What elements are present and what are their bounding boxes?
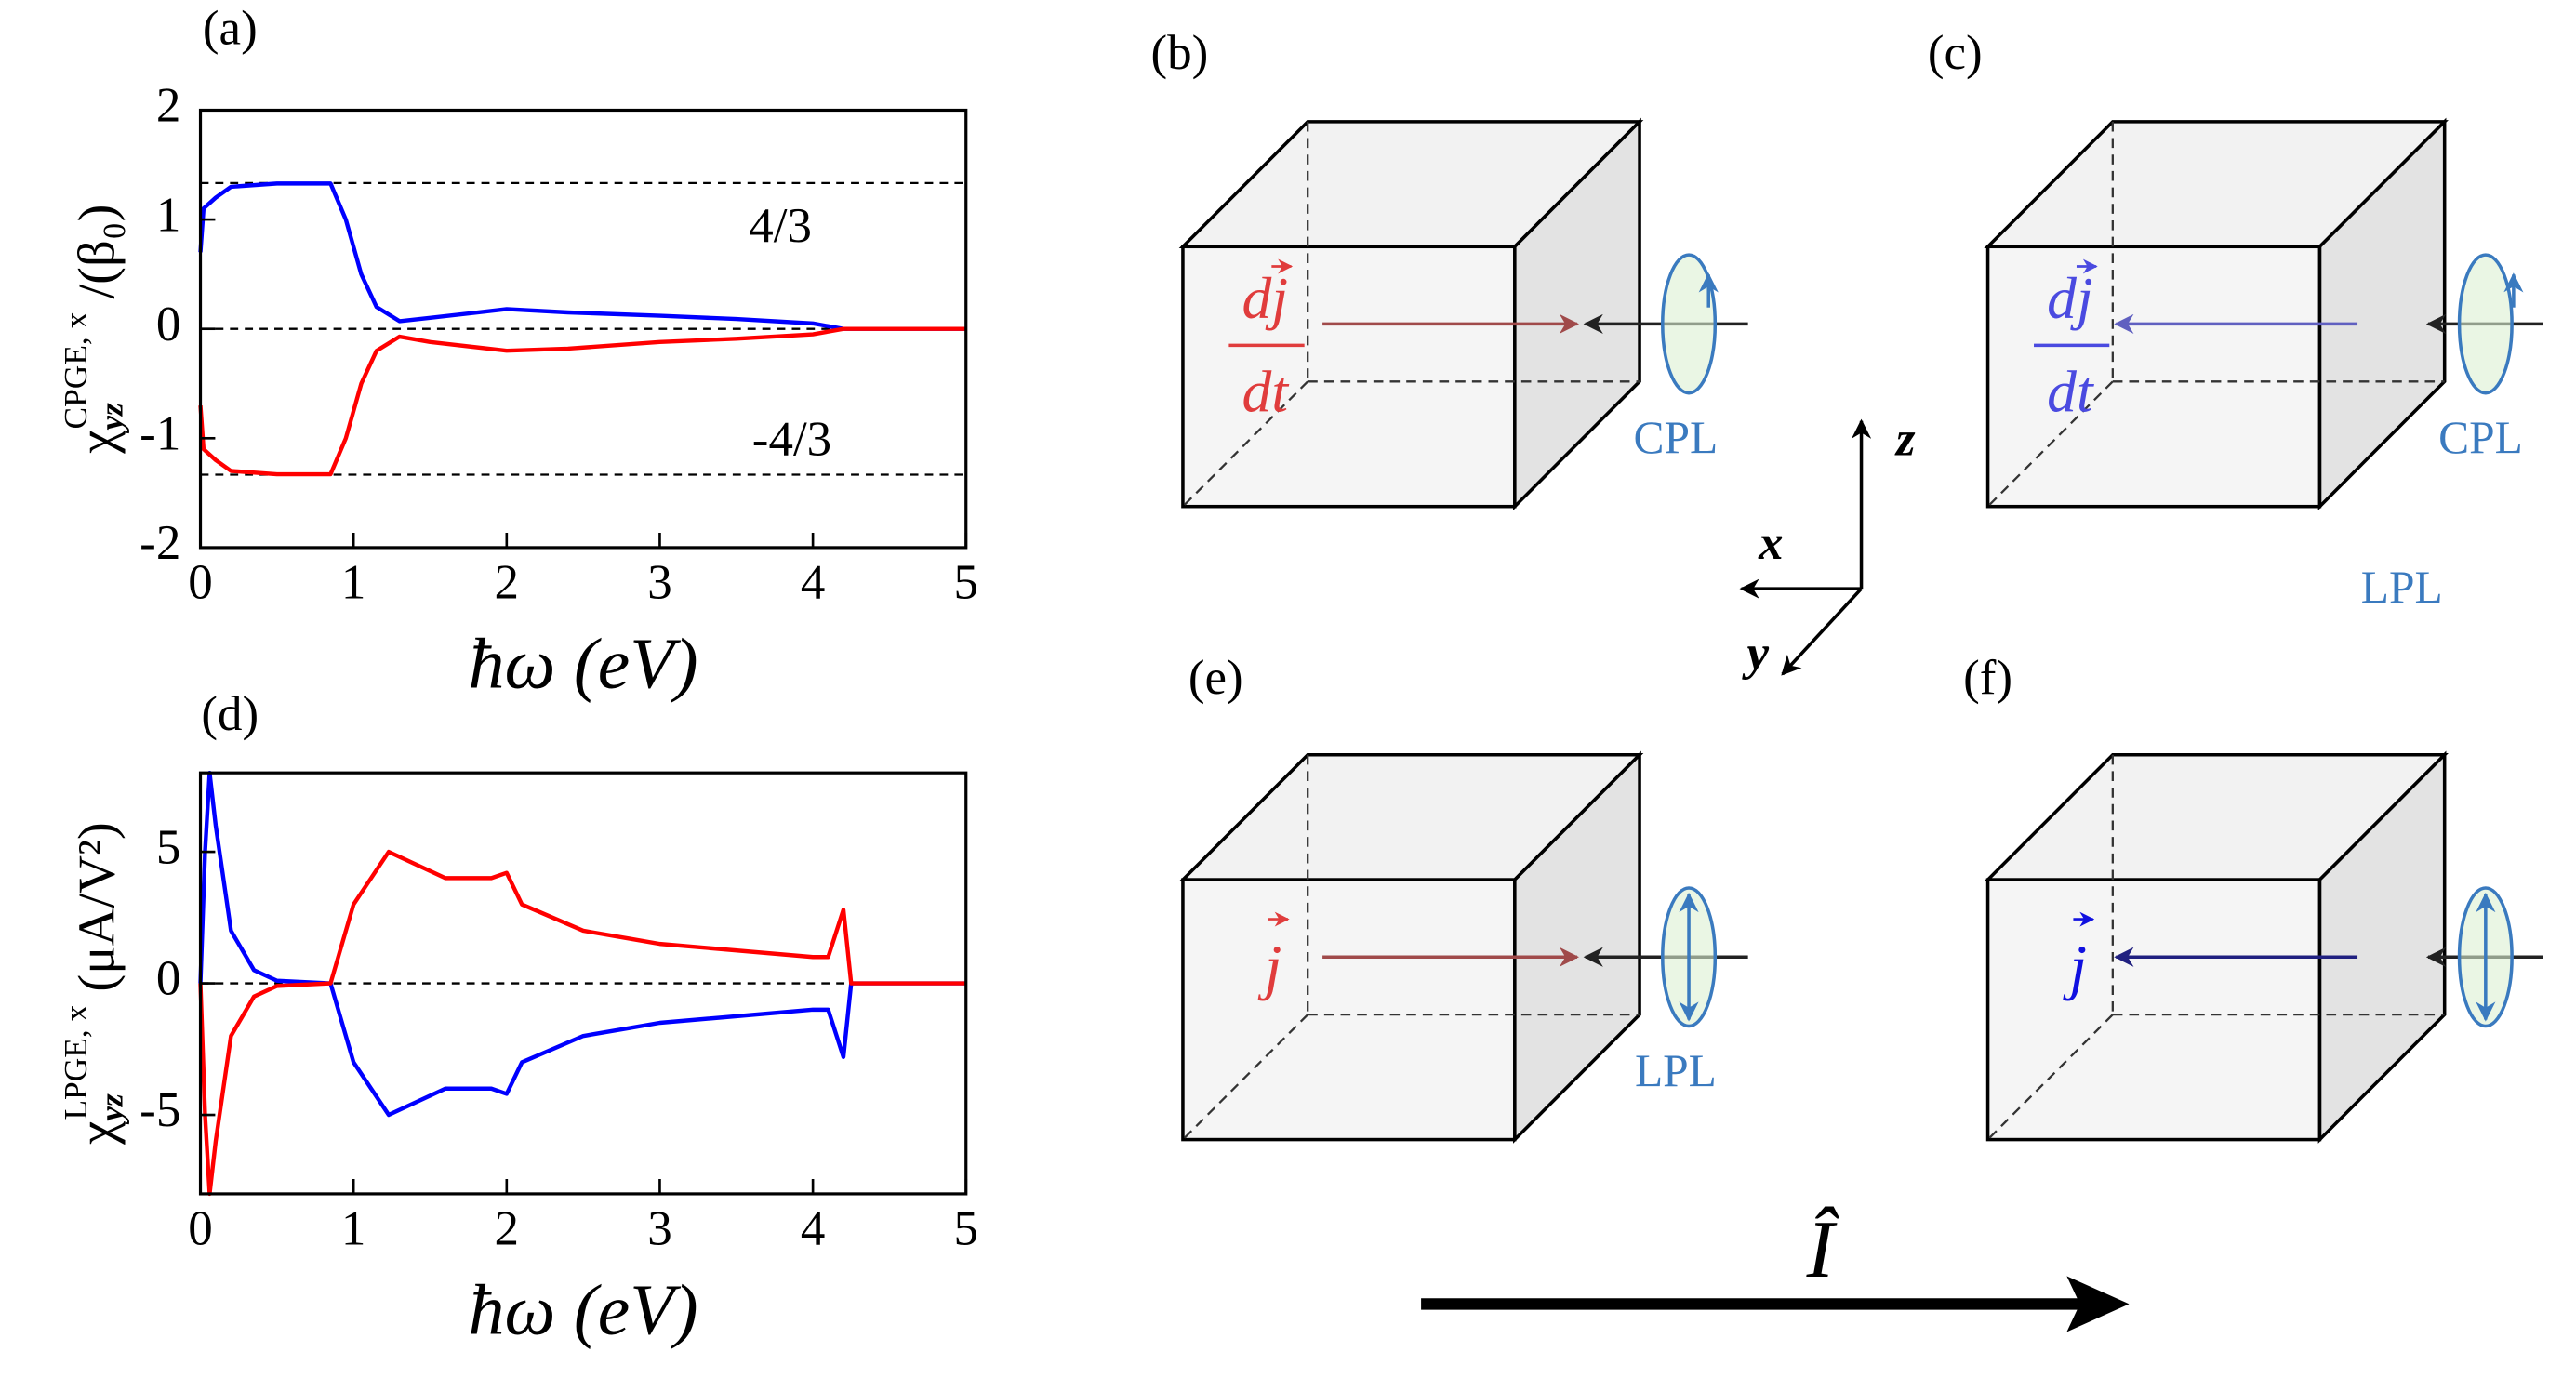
axis-y-label: y (1741, 627, 1769, 681)
x-tick-label: 0 (188, 556, 213, 610)
y-axis-label: χyzLPGE, x (μA/V²) (57, 822, 130, 1146)
y-axis-label: χyzCPGE, x /(β₀) (57, 205, 130, 455)
series-line (198, 326, 966, 477)
panel-label: (f) (1963, 651, 2012, 705)
current-symbol-den: dt (2047, 359, 2094, 425)
y-label-sub: yz (93, 403, 130, 434)
cube-front (1181, 245, 1517, 509)
axis-y (1781, 587, 1863, 676)
x-tick-label: 2 (495, 1202, 520, 1256)
light-label: CPL (2438, 412, 2523, 463)
cube-front (1985, 245, 2322, 509)
x-axis-label: ħω (eV) (469, 1269, 698, 1349)
x-tick-label: 4 (801, 1202, 826, 1256)
y-tick-label: 0 (156, 298, 181, 351)
series-line (198, 181, 966, 331)
x-tick-label: 5 (953, 556, 978, 610)
annotation: 4/3 (749, 199, 812, 253)
y-tick-label: -1 (139, 406, 180, 460)
series-line (198, 849, 966, 1197)
hidden-edge (1986, 1014, 2114, 1141)
y-tick-label: -2 (139, 516, 180, 570)
panel-label: (c) (1928, 26, 1983, 80)
current-direction-head (2066, 1276, 2130, 1332)
y-label-unit: (μA/V²) (69, 822, 126, 1005)
y-tick-label: 5 (156, 820, 181, 874)
y-label-sup: CPGE, x (57, 311, 94, 429)
x-tick-label: 3 (647, 556, 672, 610)
extra-label: LPL (2361, 562, 2443, 613)
panel-label: (d) (201, 687, 259, 741)
hidden-edge (1182, 1014, 1309, 1141)
axis-z-label: z (1894, 413, 1916, 467)
panel-label: (b) (1151, 26, 1209, 80)
x-tick-label: 2 (495, 556, 520, 610)
light-label: CPL (1634, 412, 1719, 463)
axis-x-label: x (1758, 516, 1784, 570)
y-tick-label: 1 (156, 188, 181, 242)
x-tick-label: 1 (341, 556, 366, 610)
current-symbol-num: dj (1242, 265, 1288, 331)
hidden-edge (1986, 380, 2114, 508)
y-label-unit: /(β₀) (69, 205, 126, 312)
x-axis-label: ħω (eV) (469, 623, 698, 703)
y-label-sup: LPGE, x (57, 1004, 94, 1120)
current-operator: Î (1806, 1204, 1839, 1295)
x-tick-label: 1 (341, 1202, 366, 1256)
x-tick-label: 5 (953, 1202, 978, 1256)
cube-front (1985, 878, 2322, 1142)
panel-label: (a) (203, 2, 258, 56)
x-tick-label: 0 (188, 1202, 213, 1256)
cube-front (1181, 878, 1517, 1142)
light-label: LPL (1635, 1045, 1717, 1096)
current-symbol-den: dt (1242, 359, 1290, 425)
polarization (2457, 253, 2514, 395)
x-tick-label: 3 (647, 1202, 672, 1256)
annotation: -4/3 (752, 413, 831, 467)
y-tick-label: 0 (156, 952, 181, 1006)
current-symbol-num: dj (2047, 265, 2092, 331)
y-label-symbol: χ (69, 1121, 126, 1146)
y-tick-label: -5 (139, 1083, 180, 1137)
panel-label: (e) (1188, 651, 1243, 705)
y-label-symbol: χ (69, 431, 126, 455)
x-tick-label: 4 (801, 556, 826, 610)
y-tick-label: 2 (156, 79, 181, 133)
series-line (198, 770, 966, 1118)
hidden-edge (1182, 380, 1309, 508)
y-label-sub: yz (93, 1093, 130, 1125)
